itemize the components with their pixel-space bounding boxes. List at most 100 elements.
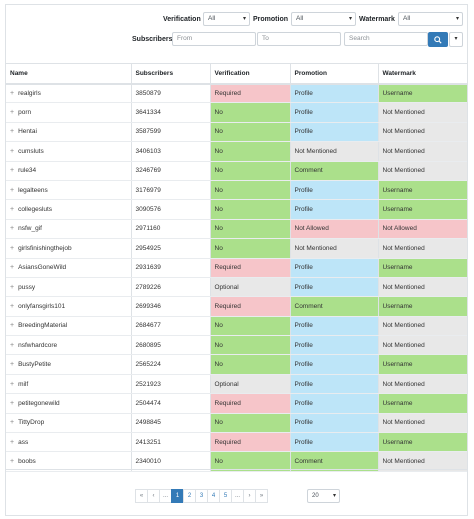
table-row[interactable]: + BustyPetite 2565224 No Profile Username <box>6 354 467 375</box>
per-page-select[interactable]: 20 ▾ <box>307 489 340 503</box>
expand-row-icon[interactable]: + <box>10 167 15 175</box>
expand-row-icon[interactable]: + <box>10 399 15 407</box>
search-input[interactable]: Search <box>344 32 428 46</box>
table-row[interactable]: + pussy 2789226 Optional Profile Not Mentione… <box>6 277 467 298</box>
cell-promotion: Comment <box>290 451 379 472</box>
cell-watermark: Not Mentioned <box>378 161 467 181</box>
per-page-value: 20 <box>312 493 319 499</box>
cell-subscribers: 3406103 <box>131 141 211 162</box>
table-row[interactable]: + onlyfansgirls101 2699346 Required Comment U… <box>6 296 467 317</box>
row-name-label: TittyDrop <box>18 419 45 427</box>
cell-subscribers: 2971160 <box>131 219 211 240</box>
header-watermark[interactable]: Watermark <box>378 63 467 85</box>
header-verification[interactable]: Verification <box>210 63 291 85</box>
cell-verification: Required <box>210 432 291 453</box>
row-name-label: collegesluts <box>18 206 53 214</box>
table-row[interactable]: + legalteens 3176979 No Profile Username <box>6 180 467 201</box>
expand-row-icon[interactable]: + <box>10 302 15 310</box>
cell-subscribers: 2521923 <box>131 374 211 395</box>
search-options-button[interactable]: ▾ <box>449 32 463 47</box>
row-name-label: realgirls <box>18 89 41 97</box>
table-row[interactable]: + cumsluts 3406103 No Not Mentioned Not Menti… <box>6 141 467 162</box>
expand-row-icon[interactable]: + <box>10 89 15 97</box>
expand-row-icon[interactable]: + <box>10 225 15 233</box>
watermark-select-value: All <box>403 15 411 22</box>
header-promotion[interactable]: Promotion <box>290 63 379 85</box>
cell-name: + BustyPetite <box>6 354 132 375</box>
subscribers-to-input[interactable]: To <box>257 32 341 46</box>
expand-row-icon[interactable]: + <box>10 341 15 349</box>
promotion-select[interactable]: All ▾ <box>291 12 356 26</box>
cell-promotion: Profile <box>290 258 379 278</box>
expand-row-icon[interactable]: + <box>10 109 15 117</box>
table-row[interactable]: + TittyDrop 2498845 No Profile Not Mentioned <box>6 413 467 434</box>
cell-verification: Optional <box>210 277 291 298</box>
table-row[interactable]: + realgirls 3850879 Required Profile Username <box>6 83 467 104</box>
table-footer-divider <box>6 469 467 470</box>
cell-watermark: Not Mentioned <box>378 335 467 356</box>
expand-row-icon[interactable]: + <box>10 322 15 330</box>
cell-watermark: Not Mentioned <box>378 122 467 143</box>
cell-watermark: Not Mentioned <box>378 102 467 123</box>
cell-promotion: Profile <box>290 316 379 337</box>
last-page-button[interactable]: » <box>255 489 268 503</box>
cell-verification: No <box>210 413 291 434</box>
table-row[interactable]: + rule34 3246769 No Comment Not Mentioned <box>6 161 467 181</box>
table-row[interactable]: + nsfw_gif 2971160 No Not Allowed Not Allowed <box>6 219 467 240</box>
expand-row-icon[interactable]: + <box>10 128 15 136</box>
expand-row-icon[interactable]: + <box>10 438 15 446</box>
cell-name: + petitegonewild <box>6 393 132 414</box>
cell-watermark: Username <box>378 83 467 104</box>
cell-promotion: Profile <box>290 83 379 104</box>
verification-select[interactable]: All ▾ <box>203 12 250 26</box>
header-name[interactable]: Name <box>6 63 132 85</box>
cell-watermark: Not Mentioned <box>378 238 467 259</box>
table-header-row: Name Subscribers Verification Promotion … <box>6 63 467 85</box>
table-row[interactable]: + porn 3641334 No Profile Not Mentioned <box>6 102 467 123</box>
expand-row-icon[interactable]: + <box>10 283 15 291</box>
table-row[interactable]: + AsiansGoneWild 2931639 Required Profile Use… <box>6 258 467 278</box>
expand-row-icon[interactable]: + <box>10 147 15 155</box>
cell-subscribers: 2413251 <box>131 432 211 453</box>
verification-select-value: All <box>208 15 216 22</box>
header-subscribers[interactable]: Subscribers <box>131 63 211 85</box>
cell-verification: No <box>210 102 291 123</box>
cell-watermark: Username <box>378 393 467 414</box>
row-name-label: pussy <box>18 283 36 291</box>
watermark-label: Watermark <box>359 16 395 23</box>
expand-row-icon[interactable]: + <box>10 380 15 388</box>
expand-row-icon[interactable]: + <box>10 206 15 214</box>
table-row[interactable]: + milf 2521923 Optional Profile Not Mentioned <box>6 374 467 395</box>
table-row[interactable]: + girlsfinishingthejob 2954925 No Not Mentio… <box>6 238 467 259</box>
expand-row-icon[interactable]: + <box>10 244 15 252</box>
expand-row-icon[interactable]: + <box>10 458 15 466</box>
row-name-label: BreedingMaterial <box>18 322 68 330</box>
cell-subscribers: 3090576 <box>131 199 211 220</box>
cell-watermark: Username <box>378 199 467 220</box>
cell-name: + rule34 <box>6 161 132 181</box>
cell-subscribers: 2504474 <box>131 393 211 414</box>
cell-name: + TittyDrop <box>6 413 132 434</box>
cell-watermark: Not Mentioned <box>378 277 467 298</box>
expand-row-icon[interactable]: + <box>10 361 15 369</box>
cell-watermark: Not Mentioned <box>378 451 467 472</box>
table-row[interactable]: + Hentai 3587599 No Profile Not Mentioned <box>6 122 467 143</box>
subscribers-from-input[interactable]: From <box>172 32 256 46</box>
watermark-select[interactable]: All ▾ <box>398 12 463 26</box>
cell-promotion: Comment <box>290 161 379 181</box>
expand-row-icon[interactable]: + <box>10 186 15 194</box>
cell-verification: No <box>210 180 291 201</box>
table-row[interactable]: + boobs 2340010 No Comment Not Mentioned <box>6 451 467 472</box>
row-name-label: legalteens <box>18 186 48 194</box>
expand-row-icon[interactable]: + <box>10 419 15 427</box>
cell-promotion: Profile <box>290 354 379 375</box>
table-row[interactable]: + petitegonewild 2504474 Required Profile Use… <box>6 393 467 414</box>
table-row[interactable]: + BreedingMaterial 2684677 No Profile Not Men… <box>6 316 467 337</box>
table-row[interactable]: + nsfwhardcore 2680895 No Profile Not Mention… <box>6 335 467 356</box>
search-button[interactable] <box>428 32 448 47</box>
table-row[interactable]: + ass 2413251 Required Profile Username <box>6 432 467 453</box>
cell-subscribers: 3246769 <box>131 161 211 181</box>
table-row[interactable]: + collegesluts 3090576 No Profile Username <box>6 199 467 220</box>
cell-subscribers: 2954925 <box>131 238 211 259</box>
expand-row-icon[interactable]: + <box>10 264 15 272</box>
